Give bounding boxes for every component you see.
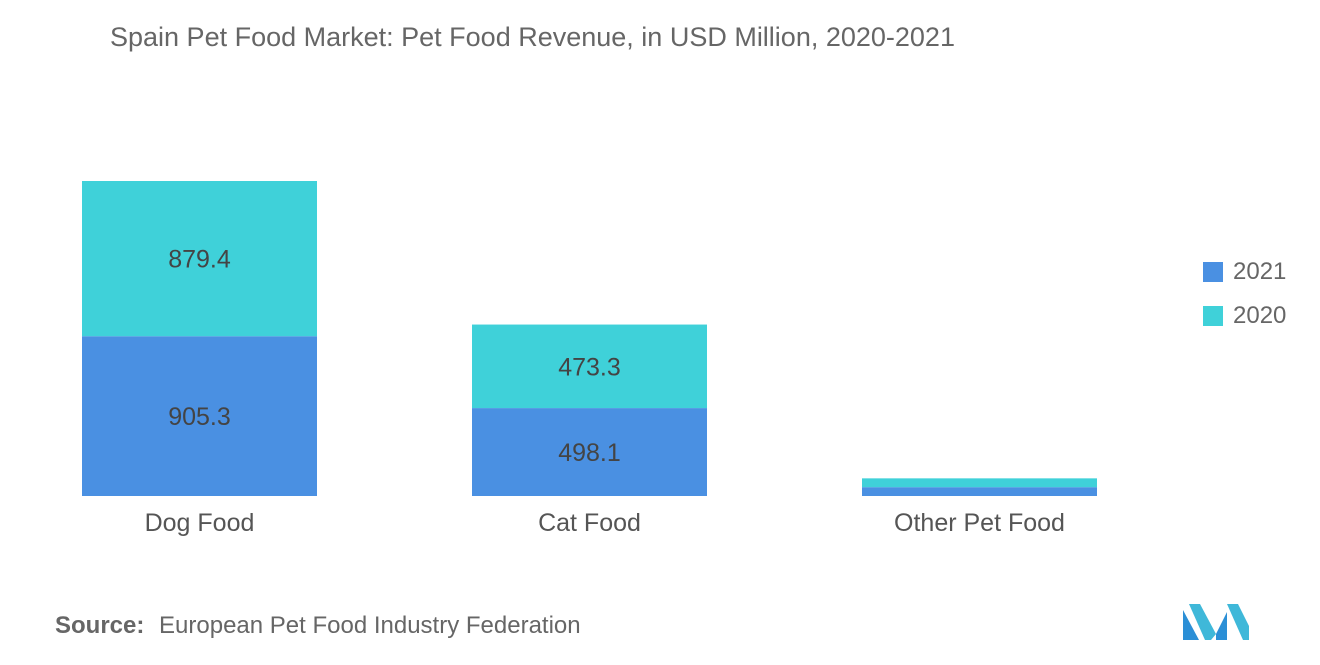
data-label-dog-food-2020: 879.4 (168, 246, 231, 274)
company-logo-icon (1183, 604, 1249, 640)
chart-title: Spain Pet Food Market: Pet Food Revenue,… (110, 22, 955, 52)
bar-dog-food-2020 (82, 181, 317, 337)
source-text: European Pet Food Industry Federation (159, 612, 581, 639)
data-label-dog-food-2021: 905.3 (168, 403, 231, 431)
x-tick-label: Other Pet Food (894, 509, 1065, 537)
bar-other-pet-food-2020 (862, 478, 1097, 488)
legend-swatch-2020 (1203, 306, 1223, 326)
data-label-cat-food-2021: 498.1 (558, 439, 621, 467)
legend-swatch-2021 (1203, 262, 1223, 282)
bar-dog-food-2021 (82, 336, 317, 496)
source-label: Source: (55, 612, 145, 639)
legend: 2021 2020 (1203, 250, 1286, 338)
bar-cat-food-2021 (472, 408, 707, 496)
x-tick-label: Cat Food (538, 509, 641, 537)
legend-label-2020: 2020 (1233, 302, 1287, 329)
legend-label-2021: 2021 (1233, 258, 1287, 285)
bar-cat-food-2020 (472, 324, 707, 409)
bar-other-pet-food-2021 (862, 487, 1097, 496)
data-label-cat-food-2020: 473.3 (558, 353, 621, 381)
source-note: Source: European Pet Food Industry Feder… (55, 612, 581, 640)
legend-item-2020: 2020 (1203, 294, 1286, 338)
x-tick-label: Dog Food (145, 509, 255, 537)
legend-item-2021: 2021 (1203, 250, 1286, 294)
